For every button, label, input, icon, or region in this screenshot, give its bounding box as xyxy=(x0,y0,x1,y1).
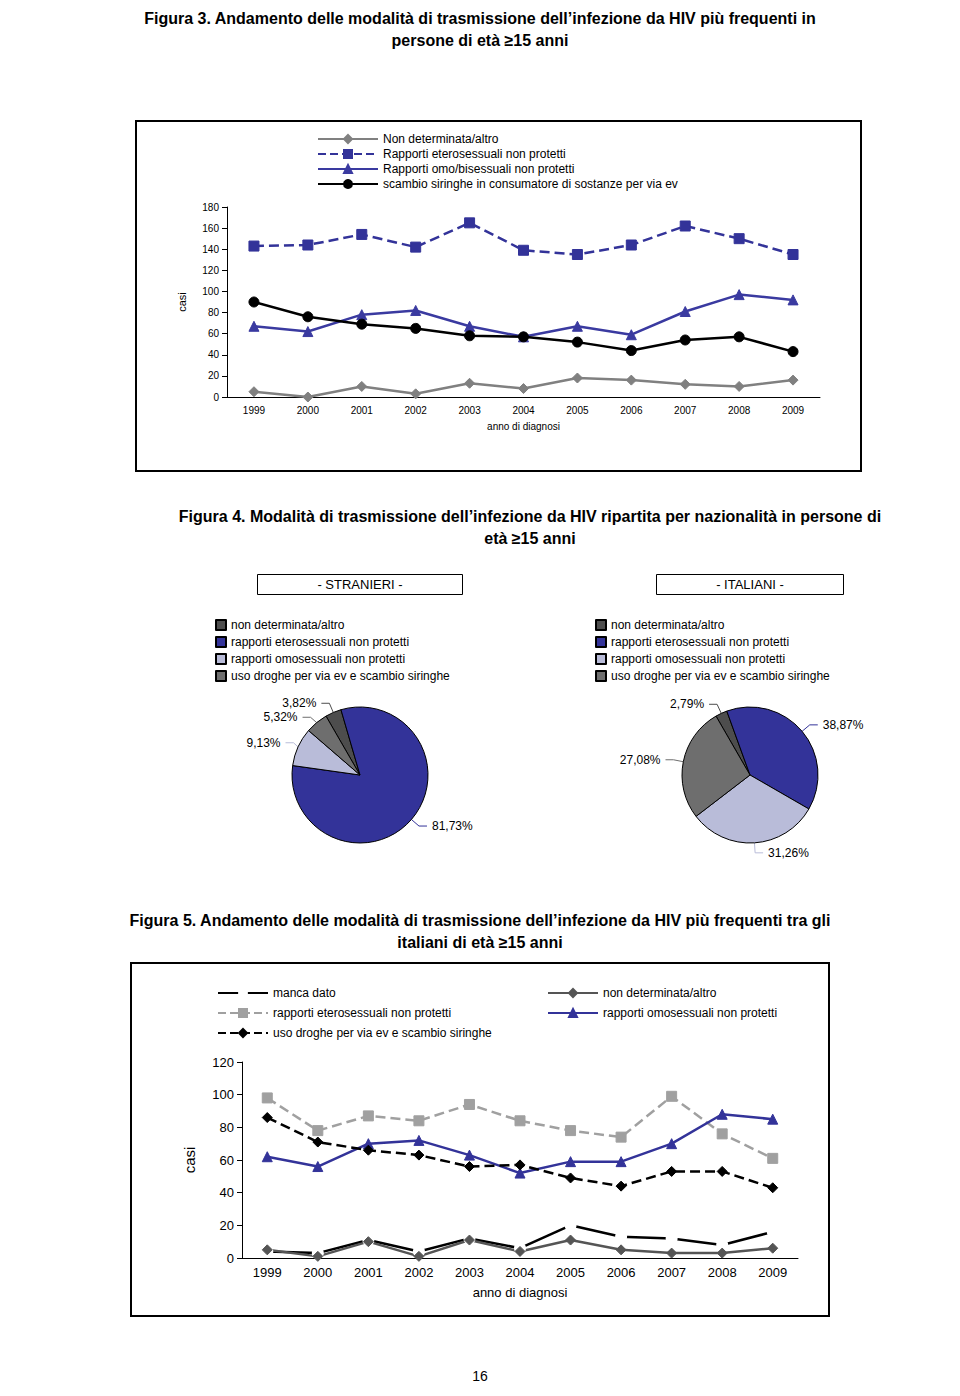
svg-text:100: 100 xyxy=(212,1087,234,1102)
svg-text:2008: 2008 xyxy=(728,405,751,416)
html-text:16: 16 xyxy=(472,1368,488,1384)
svg-text:rapporti eterosessuali non pro: rapporti eterosessuali non protetti xyxy=(231,635,409,649)
svg-text:casi: casi xyxy=(181,1147,198,1174)
svg-text:27,08%: 27,08% xyxy=(620,753,661,767)
svg-text:2008: 2008 xyxy=(708,1265,737,1280)
svg-text:38,87%: 38,87% xyxy=(823,718,864,732)
svg-text:Rapporti omo/bisessuali non pr: Rapporti omo/bisessuali non protetti xyxy=(383,162,574,176)
svg-text:2002: 2002 xyxy=(404,1265,433,1280)
svg-text:20: 20 xyxy=(208,370,220,381)
svg-text:40: 40 xyxy=(208,349,220,360)
svg-text:manca dato: manca dato xyxy=(273,986,336,1000)
svg-text:uso droghe per via ev e scambi: uso droghe per via ev e scambio siringhe xyxy=(231,669,450,683)
svg-text:2004: 2004 xyxy=(512,405,535,416)
html-text:Figura 3. Andamento delle moda: Figura 3. Andamento delle modalità di tr… xyxy=(144,10,816,49)
svg-text:1999: 1999 xyxy=(243,405,266,416)
svg-text:3,82%: 3,82% xyxy=(282,696,316,710)
svg-text:120: 120 xyxy=(212,1055,234,1070)
svg-text:2000: 2000 xyxy=(303,1265,332,1280)
svg-text:non determinata/altro: non determinata/altro xyxy=(611,618,725,632)
svg-text:2007: 2007 xyxy=(657,1265,686,1280)
svg-text:2003: 2003 xyxy=(458,405,481,416)
svg-text:120: 120 xyxy=(202,265,219,276)
svg-text:160: 160 xyxy=(202,223,219,234)
svg-text:non determinata/altro: non determinata/altro xyxy=(231,618,345,632)
svg-text:81,73%: 81,73% xyxy=(432,819,473,833)
svg-text:- ITALIANI -: - ITALIANI - xyxy=(716,577,784,592)
svg-text:9,13%: 9,13% xyxy=(246,736,280,750)
svg-text:2004: 2004 xyxy=(506,1265,535,1280)
svg-text:2005: 2005 xyxy=(556,1265,585,1280)
svg-text:31,26%: 31,26% xyxy=(768,846,809,860)
svg-text:2009: 2009 xyxy=(758,1265,787,1280)
html-text:Figura 4. Modalità di trasmiss: Figura 4. Modalità di trasmissione dell’… xyxy=(178,508,882,547)
svg-text:rapporti omosessuali non prote: rapporti omosessuali non protetti xyxy=(231,652,405,666)
svg-text:100: 100 xyxy=(202,286,219,297)
svg-text:anno di diagnosi: anno di diagnosi xyxy=(473,1285,568,1300)
svg-text:0: 0 xyxy=(213,392,219,403)
svg-text:scambio siringhe in consumator: scambio siringhe in consumatore di sosta… xyxy=(383,177,678,191)
svg-text:Rapporti eterosessuali non pro: Rapporti eterosessuali non protetti xyxy=(383,147,566,161)
svg-text:180: 180 xyxy=(202,202,219,213)
svg-text:2001: 2001 xyxy=(351,405,374,416)
svg-text:2006: 2006 xyxy=(607,1265,636,1280)
svg-text:2007: 2007 xyxy=(674,405,697,416)
svg-text:1999: 1999 xyxy=(253,1265,282,1280)
svg-text:5,32%: 5,32% xyxy=(264,710,298,724)
svg-text:uso droghe per via ev e scambi: uso droghe per via ev e scambio siringhe xyxy=(611,669,830,683)
svg-text:40: 40 xyxy=(220,1185,234,1200)
svg-text:60: 60 xyxy=(208,328,220,339)
svg-text:uso droghe per via ev e scambi: uso droghe per via ev e scambio siringhe xyxy=(273,1026,492,1040)
svg-text:2002: 2002 xyxy=(405,405,428,416)
svg-text:2003: 2003 xyxy=(455,1265,484,1280)
svg-text:rapporti omosessuali non prote: rapporti omosessuali non protetti xyxy=(611,652,785,666)
svg-text:rapporti eterosessuali non pro: rapporti eterosessuali non protetti xyxy=(611,635,789,649)
svg-text:- STRANIERI -: - STRANIERI - xyxy=(317,577,402,592)
svg-text:80: 80 xyxy=(220,1120,234,1135)
svg-text:2000: 2000 xyxy=(297,405,320,416)
svg-text:2001: 2001 xyxy=(354,1265,383,1280)
svg-text:2005: 2005 xyxy=(566,405,589,416)
svg-text:Non determinata/altro: Non determinata/altro xyxy=(383,132,499,146)
html-text:Figura 5. Andamento delle moda: Figura 5. Andamento delle modalità di tr… xyxy=(129,912,831,951)
svg-text:rapporti eterosessuali non pro: rapporti eterosessuali non protetti xyxy=(273,1006,451,1020)
svg-text:2,79%: 2,79% xyxy=(670,697,704,711)
svg-text:non determinata/altro: non determinata/altro xyxy=(603,986,717,1000)
svg-text:20: 20 xyxy=(220,1218,234,1233)
svg-text:casi: casi xyxy=(176,292,188,312)
svg-text:2006: 2006 xyxy=(620,405,643,416)
svg-text:rapporti omosessuali non prote: rapporti omosessuali non protetti xyxy=(603,1006,777,1020)
svg-text:80: 80 xyxy=(208,307,220,318)
svg-text:140: 140 xyxy=(202,244,219,255)
svg-text:anno di diagnosi: anno di diagnosi xyxy=(487,421,560,432)
svg-text:60: 60 xyxy=(220,1153,234,1168)
svg-text:0: 0 xyxy=(227,1251,234,1266)
svg-text:2009: 2009 xyxy=(782,405,805,416)
